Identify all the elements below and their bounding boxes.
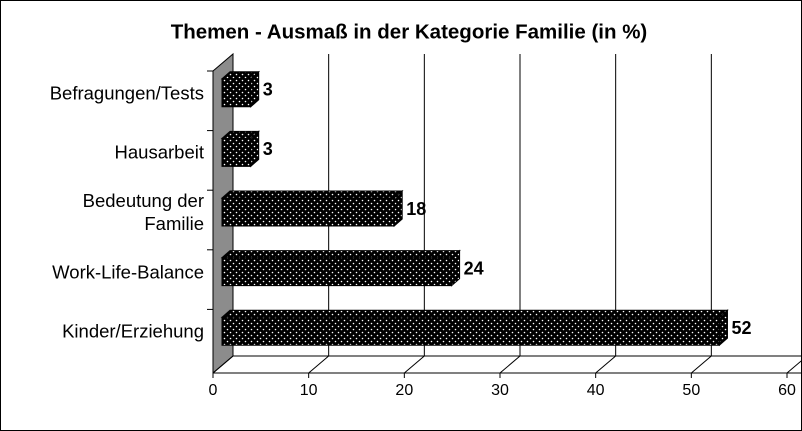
floor-grid-line bbox=[212, 355, 234, 374]
y-tick-label: Kinder/Erziehung bbox=[62, 320, 204, 342]
value-label: 18 bbox=[406, 199, 426, 219]
bar bbox=[220, 130, 261, 168]
x-tick-label: 30 bbox=[491, 382, 509, 399]
floor-grid-line bbox=[691, 355, 712, 374]
chart-title: Themen - Ausmaß in der Kategorie Familie… bbox=[171, 20, 648, 43]
floor-grid-line bbox=[499, 355, 521, 374]
y-tick-label: Befragungen/Tests bbox=[49, 82, 204, 104]
floor-grid-line bbox=[595, 355, 616, 374]
y-tick-label: Hausarbeit bbox=[114, 141, 204, 163]
bar bbox=[220, 189, 404, 228]
value-label: 3 bbox=[263, 139, 273, 159]
floor-grid-line bbox=[404, 355, 425, 374]
bar bbox=[220, 249, 461, 287]
x-tick-label: 0 bbox=[209, 382, 218, 399]
y-tick-label: Bedeutung der Familie bbox=[82, 190, 204, 234]
floor-grid-line bbox=[786, 360, 801, 374]
value-label: 24 bbox=[464, 258, 484, 278]
bar bbox=[220, 309, 729, 347]
x-tick-label: 10 bbox=[300, 382, 318, 399]
x-tick-label: 20 bbox=[395, 382, 413, 399]
value-label: 52 bbox=[731, 318, 751, 338]
floor-grid-line bbox=[308, 355, 329, 374]
x-tick-label: 50 bbox=[682, 382, 700, 399]
x-tick-label: 40 bbox=[587, 382, 605, 399]
x-tick-label: 60 bbox=[778, 382, 796, 399]
value-label: 3 bbox=[263, 80, 273, 100]
y-tick-label: Work-Life-Balance bbox=[52, 261, 204, 283]
bar bbox=[220, 70, 261, 108]
